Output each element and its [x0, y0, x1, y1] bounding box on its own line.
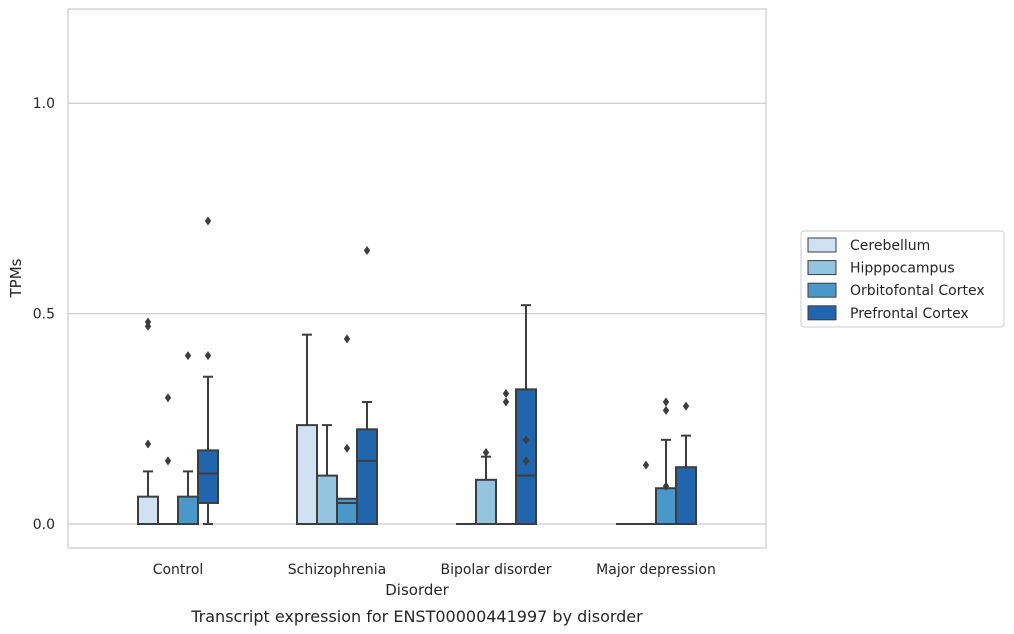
legend-label: Cerebellum [850, 238, 930, 254]
outlier-point [343, 334, 351, 344]
box [137, 495, 159, 526]
outlier-point [363, 245, 371, 255]
x-tick-label: Bipolar disorder [440, 562, 551, 578]
outlier-point [662, 405, 670, 415]
y-axis-title: TPMs [7, 258, 25, 298]
outlier-point [144, 317, 152, 327]
outlier-point [682, 401, 690, 411]
y-tick-label: 0.0 [33, 517, 55, 533]
outlier-point [502, 397, 510, 407]
box [655, 487, 677, 525]
box [296, 424, 318, 525]
legend-label: Prefrontal Cortex [850, 306, 969, 322]
legend-label: Orbitofontal Cortex [850, 283, 985, 299]
legend-swatch [807, 282, 837, 298]
y-tick-labels: 0.00.51.01.52.0 [33, 96, 55, 533]
outlier-point [204, 351, 212, 361]
outlier-point [164, 393, 172, 403]
series-hipppocampus [158, 393, 656, 526]
chart-caption: Transcript expression for ENST0000044199… [190, 607, 643, 626]
box [177, 495, 199, 526]
legend-swatch [807, 305, 837, 321]
outlier-point [482, 447, 490, 457]
legend-frame [800, 230, 1005, 328]
outlier-point [204, 216, 212, 226]
outlier-point [522, 435, 530, 445]
box [475, 478, 497, 526]
plot-area [67, 8, 767, 549]
legend-label: Hipppocampus [850, 261, 955, 277]
x-axis-title: Disorder [385, 581, 449, 599]
box [356, 428, 378, 526]
series-prefrontal-cortex [197, 216, 697, 526]
legend: Cerebellum Hipppocampus Orbitofontal Corte… [800, 230, 1005, 328]
box [316, 474, 338, 525]
outlier-point [144, 439, 152, 449]
series-orbitofontal-cortex [177, 334, 677, 526]
outlier-point [662, 481, 670, 491]
legend-swatch [807, 260, 837, 276]
box [197, 449, 219, 504]
x-tick-label: Schizophrenia [288, 562, 386, 578]
outlier-point [642, 460, 650, 470]
y-tick-label: 0.5 [33, 307, 55, 323]
outlier-point [164, 456, 172, 466]
x-tick-labels: Control Schizophrenia Bipolar disorder Majo… [153, 562, 716, 578]
box-series [137, 216, 697, 526]
box [675, 466, 697, 525]
outlier-point [184, 351, 192, 361]
x-tick-label: Control [153, 562, 204, 578]
x-tick-label: Major depression [596, 562, 716, 578]
legend-swatch [807, 237, 837, 253]
outlier-point [522, 456, 530, 466]
outlier-point [662, 397, 670, 407]
outlier-point [502, 389, 510, 399]
y-tick-label: 1.0 [33, 96, 55, 112]
series-cerebellum [137, 317, 636, 526]
outlier-point [343, 443, 351, 453]
